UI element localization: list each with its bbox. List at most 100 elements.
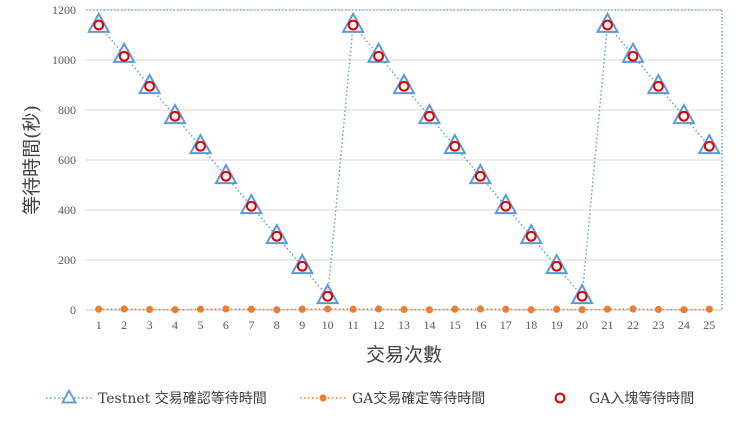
y-tick-label: 400 — [58, 203, 76, 217]
x-tick-label: 2 — [121, 318, 127, 332]
y-tick-label: 1000 — [52, 53, 76, 67]
data-point — [705, 305, 713, 313]
x-axis-title: 交易次數 — [366, 344, 442, 366]
data-point — [525, 230, 537, 242]
legend-label: Testnet 交易確認等待時間 — [98, 390, 267, 407]
series-layer — [87, 11, 721, 314]
x-tick-label: 23 — [652, 318, 664, 332]
data-point — [144, 80, 156, 92]
x-tick-label: 14 — [423, 318, 435, 332]
y-tick-label: 800 — [58, 103, 76, 117]
data-point — [678, 110, 690, 122]
data-point — [680, 306, 688, 314]
data-point — [629, 305, 637, 313]
data-point — [373, 50, 384, 62]
data-point — [553, 305, 561, 313]
x-tick-label: 11 — [347, 318, 359, 332]
x-tick-label: 12 — [373, 318, 385, 332]
data-point — [324, 305, 332, 313]
x-tick-label: 25 — [703, 318, 715, 332]
data-point — [195, 140, 206, 152]
data-point — [349, 305, 357, 313]
data-point — [400, 305, 408, 314]
data-point — [118, 50, 130, 62]
data-point — [93, 19, 105, 31]
data-point — [247, 305, 255, 313]
data-point — [527, 306, 535, 314]
data-point — [627, 50, 639, 62]
series-2 — [95, 305, 713, 314]
y-tick-labels: 0 200 400 600 800 1000 1200 — [52, 3, 76, 317]
data-point — [222, 305, 230, 313]
data-point — [654, 305, 663, 314]
data-point — [298, 305, 306, 313]
x-tick-label: 16 — [474, 318, 486, 332]
data-point — [449, 140, 461, 152]
data-point — [425, 306, 434, 314]
legend: Testnet 交易確認等待時間 GA交易確定等待時間 GA入塊等待時間 — [46, 388, 694, 407]
data-point — [398, 80, 410, 92]
data-point — [95, 305, 103, 313]
x-tick-label: 8 — [274, 318, 280, 332]
legend-item-2: GA交易確定等待時間 — [300, 390, 485, 407]
x-tick-labels: 1 2 3 4 5 6 7 8 9 10 11 12 13 14 15 16 17 18 19 20 21 22 23 24 2… — [96, 318, 716, 332]
data-point — [120, 305, 128, 313]
x-tick-label: 19 — [551, 318, 563, 332]
x-tick-label: 24 — [678, 318, 690, 332]
x-tick-label: 20 — [576, 318, 588, 332]
data-point — [271, 230, 283, 242]
data-point — [146, 305, 154, 314]
legend-item-3: GA入塊等待時間 — [554, 390, 694, 407]
data-point — [476, 305, 484, 313]
data-point — [220, 170, 232, 182]
y-axis-title: 等待時間(秒) — [21, 105, 43, 215]
data-point — [474, 170, 486, 182]
x-tick-label: 13 — [398, 318, 410, 332]
data-point — [245, 200, 257, 212]
x-tick-label: 18 — [525, 318, 537, 332]
x-tick-label: 9 — [299, 318, 305, 332]
series-3 — [93, 19, 715, 302]
data-point — [502, 305, 510, 313]
data-point — [500, 200, 512, 212]
data-point — [322, 290, 334, 302]
x-tick-label: 5 — [197, 318, 203, 332]
legend-marker — [60, 388, 78, 404]
legend-label: GA入塊等待時間 — [589, 390, 694, 407]
data-point — [602, 19, 613, 31]
data-point — [424, 110, 435, 122]
x-tick-label: 3 — [147, 318, 153, 332]
series-line — [98, 23, 710, 298]
data-point — [703, 140, 715, 152]
y-tick-label: 600 — [58, 153, 76, 167]
data-point — [296, 260, 308, 272]
legend-label: GA交易確定等待時間 — [352, 390, 485, 407]
legend-marker — [319, 394, 327, 402]
x-tick-label: 1 — [96, 318, 102, 332]
x-tick-label: 17 — [500, 318, 512, 332]
y-tick-label: 1200 — [52, 3, 76, 17]
x-tick-label: 6 — [223, 318, 229, 332]
legend-marker — [554, 392, 566, 404]
x-tick-label: 15 — [449, 318, 461, 332]
x-tick-label: 7 — [248, 318, 254, 332]
data-point — [196, 305, 205, 313]
x-tick-label: 4 — [172, 318, 178, 332]
legend-item-1: Testnet 交易確認等待時間 — [46, 388, 267, 407]
data-point — [347, 19, 359, 31]
data-point — [653, 80, 664, 92]
x-tick-label: 22 — [627, 318, 639, 332]
x-tick-label: 10 — [322, 318, 334, 332]
y-tick-label: 200 — [58, 253, 76, 267]
data-point — [273, 306, 281, 314]
y-tick-label: 0 — [70, 303, 76, 317]
data-point — [171, 306, 179, 314]
data-point — [603, 305, 612, 313]
data-point — [169, 110, 181, 122]
x-tick-label: 21 — [602, 318, 614, 332]
data-point — [578, 306, 586, 314]
data-point — [551, 260, 563, 272]
data-point — [374, 305, 383, 313]
data-point — [451, 305, 459, 313]
